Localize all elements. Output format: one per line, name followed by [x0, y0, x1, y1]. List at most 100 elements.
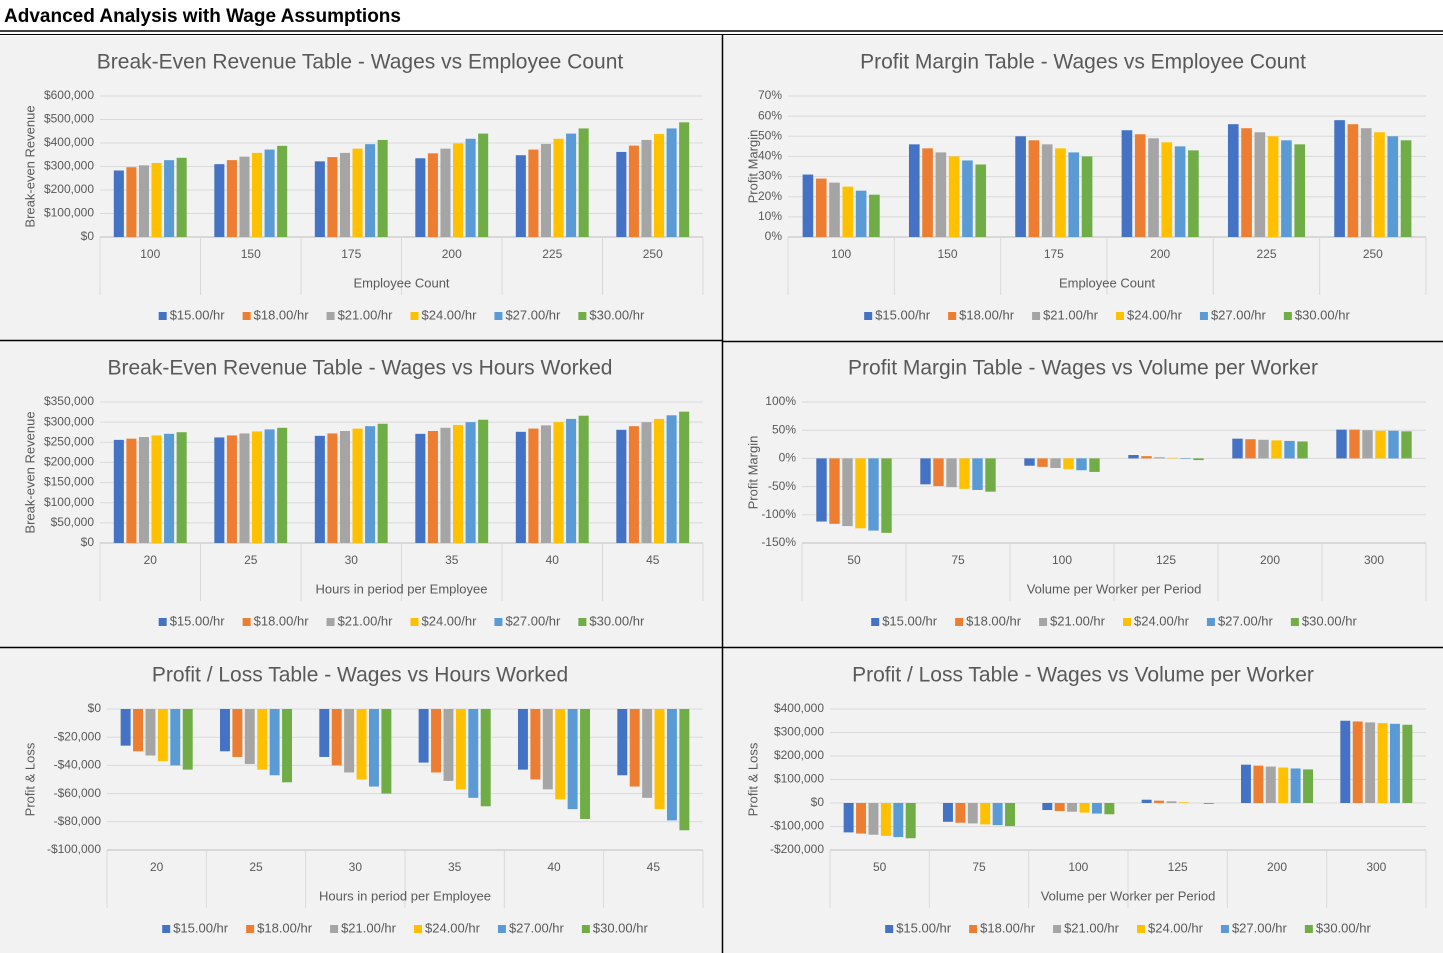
bar [151, 162, 162, 237]
y-axis-title: Profit Margin [745, 436, 760, 510]
bar [415, 158, 426, 237]
bar [1347, 124, 1359, 237]
bar [1024, 458, 1035, 466]
y-tick-label: $600,000 [44, 88, 94, 102]
bar [1161, 142, 1173, 237]
x-axis-title: Hours in period per Employee [316, 581, 488, 596]
bar [1374, 132, 1385, 237]
x-tick-label: 50 [847, 553, 861, 567]
legend-swatch [1137, 925, 1145, 933]
legend: $15.00/hr $18.00/hr $21.00/hr $24.00/hr $27.… [158, 613, 645, 628]
x-tick-label: 20 [144, 553, 158, 567]
y-tick-label: 50% [758, 128, 782, 142]
bar [465, 422, 476, 543]
bar [1079, 803, 1090, 813]
x-tick-label: 30 [349, 860, 363, 874]
bar [232, 709, 243, 757]
y-tick-label: $300,000 [44, 414, 94, 428]
bar [856, 803, 867, 834]
bar [480, 709, 491, 807]
bar [377, 423, 388, 543]
y-axis-title: Break-even Revenue [22, 105, 37, 227]
bar [170, 709, 181, 766]
legend-swatch [871, 618, 880, 626]
legend-swatch [885, 925, 894, 933]
bar [617, 709, 628, 776]
chart: Profit Margin Table - Wages vs Employee … [745, 51, 1427, 322]
bar [666, 415, 677, 543]
legend-label: $21.00/hr [338, 307, 394, 322]
y-tick-label: $100,000 [44, 206, 94, 220]
bar [214, 437, 225, 543]
x-axis-title: Employee Count [1059, 275, 1155, 290]
x-tick-label: 25 [244, 553, 258, 567]
bar [331, 709, 342, 766]
bar [133, 709, 144, 752]
y-tick-label: $0 [811, 795, 825, 809]
x-tick-label: 20 [150, 860, 164, 874]
bar [955, 803, 966, 823]
legend-swatch [1199, 312, 1208, 320]
x-tick-label: 40 [547, 860, 561, 874]
bar [528, 149, 539, 237]
x-tick-label: 100 [831, 247, 851, 261]
bar [540, 425, 551, 543]
bar [377, 139, 388, 237]
legend: $15.00/hr $18.00/hr $21.00/hr $24.00/hr $27.… [864, 307, 1350, 322]
legend-label: $30.00/hr [593, 920, 649, 935]
bar [980, 803, 991, 825]
y-tick-label: $200,000 [774, 748, 824, 762]
y-tick-label: $350,000 [44, 394, 94, 408]
bar [314, 161, 325, 237]
bar [540, 143, 551, 237]
legend-swatch [242, 312, 251, 320]
bar [120, 709, 131, 746]
x-tick-label: 125 [1156, 553, 1176, 567]
x-tick-label: 175 [341, 247, 361, 261]
x-tick-label: 200 [442, 247, 462, 261]
bar [157, 709, 168, 762]
bar [176, 157, 187, 237]
bar [1400, 140, 1412, 237]
bar [327, 157, 338, 237]
bar [239, 433, 250, 543]
y-tick-label: $50,000 [51, 515, 95, 529]
bar [239, 156, 250, 237]
bar [176, 432, 187, 543]
bar [802, 174, 814, 237]
bar [881, 458, 892, 533]
legend-label: $24.00/hr [422, 613, 478, 628]
y-axis-title: Break-even Revenue [22, 411, 37, 533]
bar [975, 164, 987, 237]
bar [1389, 723, 1400, 803]
bar [164, 433, 175, 543]
bar [1240, 764, 1251, 803]
bar [252, 152, 263, 237]
legend-swatch [1116, 312, 1124, 320]
legend-swatch [410, 312, 419, 320]
y-tick-label: -$100,000 [47, 842, 101, 856]
bar [566, 418, 577, 543]
y-tick-label: -$40,000 [54, 758, 102, 772]
bar [1054, 803, 1065, 811]
chart: Break-Even Revenue Table - Wages vs Hour… [22, 357, 704, 628]
bar [443, 709, 454, 781]
bar [164, 160, 175, 237]
bar [465, 138, 476, 237]
y-tick-label: $200,000 [44, 455, 94, 469]
bar [553, 422, 564, 543]
bar [922, 148, 933, 237]
bar [1174, 146, 1186, 237]
bar [642, 709, 653, 798]
bar [1265, 766, 1276, 803]
bar [1134, 134, 1146, 237]
bar [431, 709, 442, 773]
y-tick-label: 40% [758, 149, 782, 163]
bar [1188, 150, 1199, 237]
bar [654, 418, 665, 543]
bar [679, 709, 690, 831]
bar [567, 709, 578, 810]
bar [628, 426, 639, 543]
y-tick-label: $300,000 [44, 159, 94, 173]
legend-label: $27.00/hr [505, 613, 561, 628]
